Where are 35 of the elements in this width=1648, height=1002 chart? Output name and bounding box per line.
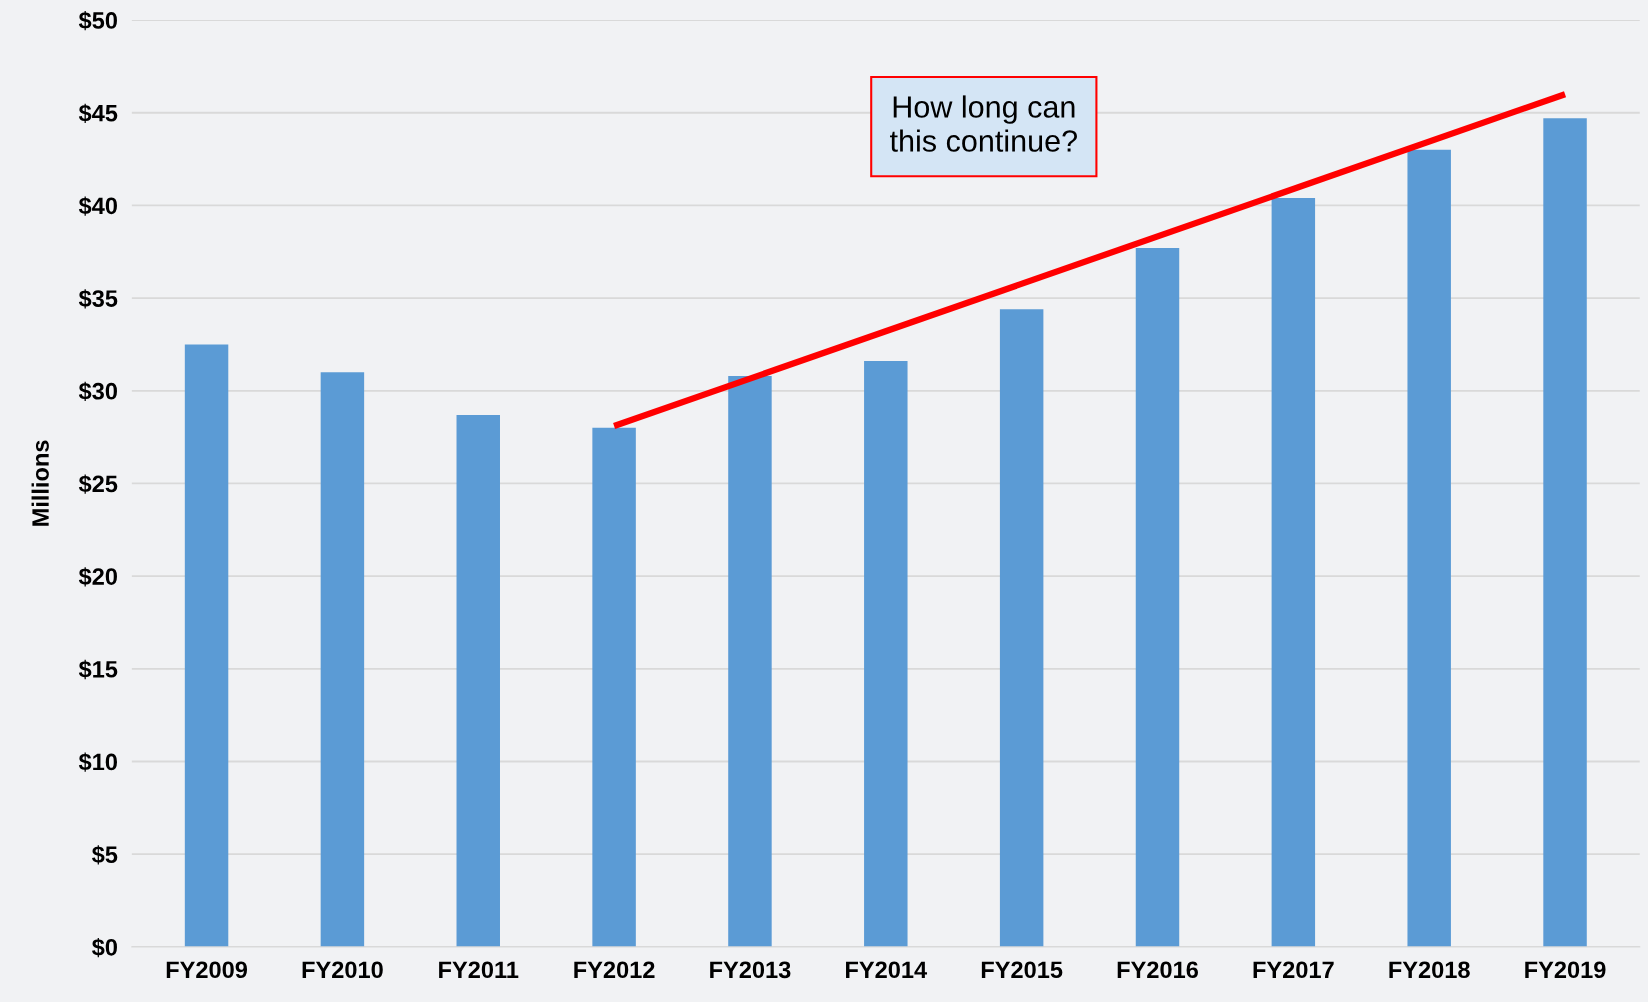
y-tick-label: $40 (78, 196, 117, 216)
bar (320, 372, 365, 947)
bar (1543, 118, 1587, 947)
annotation: How long can this continue? (890, 95, 1077, 152)
x-tick-label: FY2011 (439, 961, 519, 979)
x-tick-label: FY2014 (846, 961, 928, 979)
x-tick-label: FY2019 (1525, 961, 1606, 979)
y-tick-label: $10 (78, 752, 117, 772)
x-tick-label: FY2012 (574, 961, 655, 979)
bar (184, 344, 229, 947)
bar (999, 309, 1044, 947)
x-tick-label: FY2018 (1389, 961, 1470, 979)
bar (1135, 248, 1180, 947)
y-tick-label: $15 (78, 659, 118, 680)
x-tick-label: FY2016 (1117, 961, 1198, 979)
x-tick-label: FY2010 (302, 961, 383, 979)
y-tick-label: $0 (92, 937, 117, 958)
x-tick-label: FY2017 (1253, 961, 1334, 979)
y-tick-label: $35 (78, 289, 118, 309)
bar (456, 414, 500, 947)
y-tick-label: $25 (78, 474, 118, 494)
bar (1271, 198, 1316, 947)
y-tick-label: $5 (92, 845, 118, 865)
y-axis-title: Millions (31, 440, 49, 526)
x-tick-label: FY2009 (166, 961, 248, 979)
x-tick-label: FY2015 (981, 961, 1063, 979)
x-tick-label: FY2013 (710, 961, 791, 979)
bar (864, 361, 908, 947)
y-tick-label: $45 (78, 103, 118, 124)
y-tick-label: $30 (78, 381, 117, 402)
bar (728, 375, 772, 947)
y-tick-label: $20 (78, 567, 117, 587)
bar (592, 427, 636, 947)
y-tick-label: $50 (78, 11, 117, 31)
bar (1407, 149, 1451, 947)
